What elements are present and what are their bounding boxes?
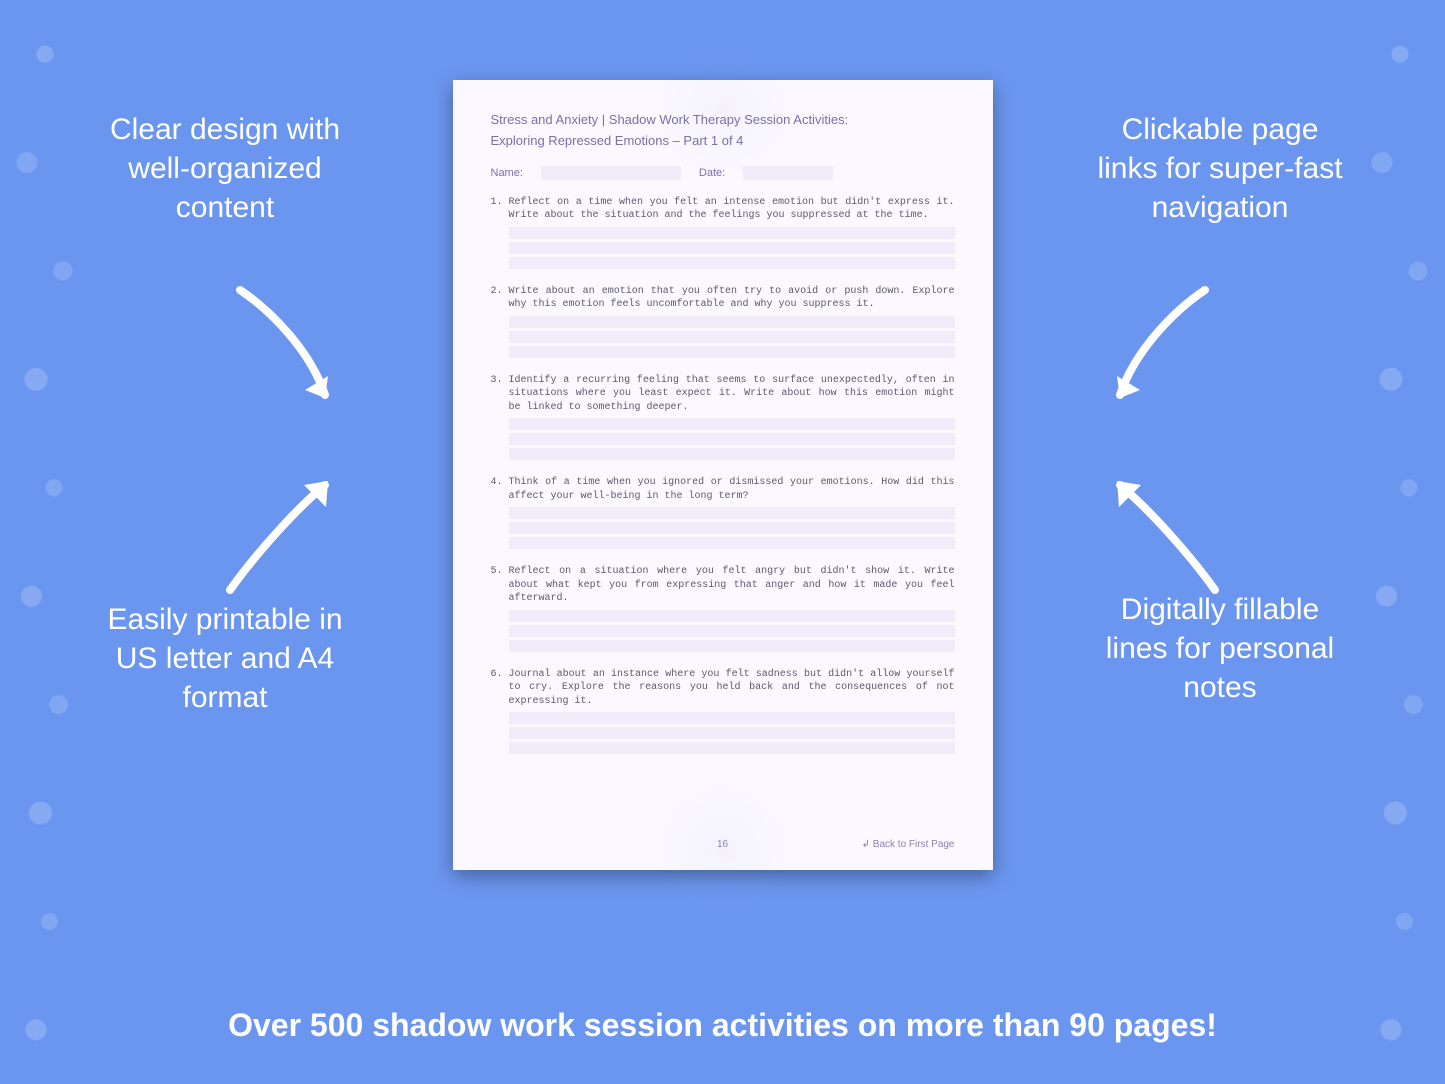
question-row: 4.Think of a time when you ignored or di…: [491, 476, 955, 503]
question-text: Reflect on a situation where you felt an…: [509, 565, 955, 606]
page-title-line1: Stress and Anxiety | Shadow Work Therapy…: [491, 112, 849, 127]
answer-line[interactable]: [509, 727, 955, 739]
question-number: 5.: [491, 565, 503, 606]
answer-line[interactable]: [509, 346, 955, 358]
answer-line[interactable]: [509, 418, 955, 430]
answer-line[interactable]: [509, 316, 955, 328]
answer-line[interactable]: [509, 227, 955, 239]
decorative-border-left: [0, 0, 90, 1084]
question-list: 1.Reflect on a time when you felt an int…: [491, 196, 955, 755]
answer-lines: [509, 316, 955, 358]
callout-top-right: Clickable page links for super-fast navi…: [1095, 110, 1345, 227]
bottom-banner: Over 500 shadow work session activities …: [0, 1007, 1445, 1044]
answer-lines: [509, 418, 955, 460]
answer-line[interactable]: [509, 507, 955, 519]
answer-line[interactable]: [509, 742, 955, 754]
question-number: 2.: [491, 285, 503, 312]
answer-lines: [509, 712, 955, 754]
question-text: Think of a time when you ignored or dism…: [509, 476, 955, 503]
date-field[interactable]: [743, 166, 833, 180]
question-row: 2.Write about an emotion that you often …: [491, 285, 955, 312]
answer-line[interactable]: [509, 625, 955, 637]
callout-bottom-right: Digitally fillable lines for personal no…: [1095, 590, 1345, 707]
answer-line[interactable]: [509, 433, 955, 445]
name-date-row: Name: Date:: [491, 166, 955, 180]
answer-line[interactable]: [509, 712, 955, 724]
answer-line[interactable]: [509, 448, 955, 460]
worksheet-page: Stress and Anxiety | Shadow Work Therapy…: [453, 80, 993, 870]
question-number: 4.: [491, 476, 503, 503]
question-number: 3.: [491, 374, 503, 415]
page-title-line2: Exploring Repressed Emotions – Part 1 of…: [491, 133, 744, 148]
question-text: Journal about an instance where you felt…: [509, 668, 955, 709]
answer-line[interactable]: [509, 537, 955, 549]
answer-line[interactable]: [509, 522, 955, 534]
decorative-border-right: [1355, 0, 1445, 1084]
arrow-bottom-left-icon: [200, 455, 350, 605]
answer-line[interactable]: [509, 331, 955, 343]
arrow-top-left-icon: [210, 280, 350, 420]
date-label: Date:: [699, 167, 725, 179]
question-row: 5.Reflect on a situation where you felt …: [491, 565, 955, 606]
callout-top-left: Clear design with well-organized content: [100, 110, 350, 227]
question-number: 1.: [491, 196, 503, 223]
question-row: 3.Identify a recurring feeling that seem…: [491, 374, 955, 415]
question-text: Write about an emotion that you often tr…: [509, 285, 955, 312]
answer-lines: [509, 227, 955, 269]
page-number: 16: [717, 839, 728, 850]
answer-line[interactable]: [509, 610, 955, 622]
answer-line[interactable]: [509, 242, 955, 254]
answer-lines: [509, 610, 955, 652]
page-title: Stress and Anxiety | Shadow Work Therapy…: [491, 110, 955, 152]
question-number: 6.: [491, 668, 503, 709]
back-to-first-link[interactable]: ↲ Back to First Page: [862, 839, 955, 850]
question-text: Identify a recurring feeling that seems …: [509, 374, 955, 415]
arrow-top-right-icon: [1095, 280, 1235, 420]
arrow-bottom-right-icon: [1095, 455, 1245, 605]
question-text: Reflect on a time when you felt an inten…: [509, 196, 955, 223]
name-label: Name:: [491, 167, 523, 179]
page-footer: 16 ↲ Back to First Page: [491, 839, 955, 850]
callout-bottom-left: Easily printable in US letter and A4 for…: [100, 600, 350, 717]
answer-line[interactable]: [509, 257, 955, 269]
name-field[interactable]: [541, 166, 681, 180]
question-row: 1.Reflect on a time when you felt an int…: [491, 196, 955, 223]
answer-lines: [509, 507, 955, 549]
answer-line[interactable]: [509, 640, 955, 652]
question-row: 6.Journal about an instance where you fe…: [491, 668, 955, 709]
